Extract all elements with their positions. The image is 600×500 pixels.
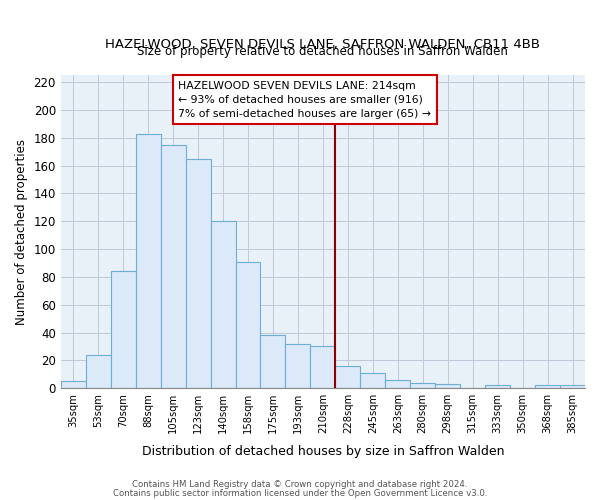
Bar	[485, 386, 510, 388]
Y-axis label: Number of detached properties: Number of detached properties	[15, 138, 28, 324]
Bar	[185, 158, 211, 388]
Bar	[361, 373, 385, 388]
Bar	[260, 336, 286, 388]
Bar	[236, 262, 260, 388]
Bar	[86, 355, 111, 388]
Bar	[410, 382, 435, 388]
Bar	[61, 381, 86, 388]
Bar	[435, 384, 460, 388]
Bar	[136, 134, 161, 388]
Bar	[535, 386, 560, 388]
Text: Contains HM Land Registry data © Crown copyright and database right 2024.: Contains HM Land Registry data © Crown c…	[132, 480, 468, 489]
Bar	[335, 366, 361, 388]
Text: Contains public sector information licensed under the Open Government Licence v3: Contains public sector information licen…	[113, 488, 487, 498]
Bar	[286, 344, 310, 388]
Bar	[211, 222, 236, 388]
Text: HAZELWOOD SEVEN DEVILS LANE: 214sqm
← 93% of detached houses are smaller (916)
7: HAZELWOOD SEVEN DEVILS LANE: 214sqm ← 93…	[178, 81, 431, 119]
Bar	[111, 272, 136, 388]
Bar	[385, 380, 410, 388]
Bar	[310, 346, 335, 388]
Bar	[560, 386, 585, 388]
Bar	[161, 145, 185, 388]
X-axis label: Distribution of detached houses by size in Saffron Walden: Distribution of detached houses by size …	[142, 444, 504, 458]
Text: Size of property relative to detached houses in Saffron Walden: Size of property relative to detached ho…	[137, 45, 508, 58]
Title: HAZELWOOD, SEVEN DEVILS LANE, SAFFRON WALDEN, CB11 4BB: HAZELWOOD, SEVEN DEVILS LANE, SAFFRON WA…	[106, 38, 541, 51]
